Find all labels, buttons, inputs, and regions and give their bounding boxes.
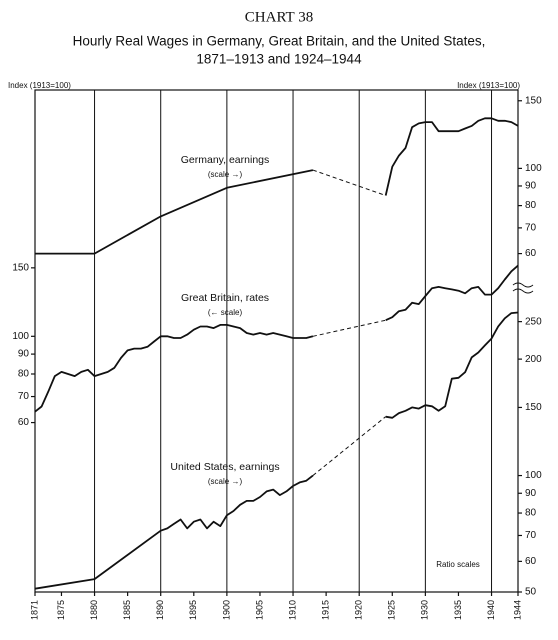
y-tick-label: 70 [18,391,30,402]
x-tick-label: 1944 [512,600,522,620]
y-tick-label: 50 [525,587,537,598]
series-line [385,264,519,322]
y-axis-label: Index (1913=100) [8,81,71,90]
series-scale-note: (scale →) [208,477,243,486]
y-axis-label: Index (1913=100) [457,81,520,90]
series-label: Great Britain, rates [181,292,269,304]
x-tick-label: 1920 [354,600,364,620]
y-tick-label: 150 [525,402,542,413]
y-tick-label: 60 [525,248,537,259]
x-tick-label: 1910 [287,600,297,620]
y-tick-label: 70 [525,223,537,234]
x-tick-label: 1895 [188,600,198,620]
x-tick-label: 1905 [254,600,264,620]
y-tick-label: 100 [525,470,542,481]
y-tick-label: 90 [525,488,537,499]
y-tick-label: 60 [525,556,537,567]
series-line [34,324,314,413]
x-tick-label: 1875 [56,600,66,620]
gap-connector [312,416,386,476]
y-tick-label: 80 [525,508,537,519]
y-tick-label: 250 [525,316,542,327]
y-tick-label: 150 [12,262,29,273]
y-tick-label: 80 [18,369,30,380]
gap-connector [312,169,386,196]
y-tick-label: 90 [18,349,30,360]
x-tick-label: 1940 [486,600,496,620]
axis-break [512,282,534,294]
series-scale-note: (← scale) [208,308,243,317]
series-scale-note: (scale →) [208,170,243,179]
y-tick-label: 100 [12,331,29,342]
x-tick-label: 1871 [29,600,39,620]
y-tick-label: 60 [18,417,30,428]
x-tick-label: 1935 [453,600,463,620]
x-tick-label: 1880 [89,600,99,620]
chart-subtitle: 1871–1913 and 1924–1944 [196,52,362,67]
series-line [35,169,314,255]
chart-subtitle: Hourly Real Wages in Germany, Great Brit… [73,34,486,49]
y-tick-label: 90 [525,181,537,192]
note: Ratio scales [436,560,480,569]
x-tick-label: 1930 [420,600,430,620]
x-tick-label: 1885 [122,600,132,620]
x-tick-label: 1890 [155,600,165,620]
chart-title: CHART 38 [245,9,313,25]
series-line [385,311,519,419]
x-tick-label: 1925 [387,600,397,620]
gap-connector [312,319,386,337]
x-tick-label: 1915 [320,600,330,620]
series-label: Germany, earnings [181,154,270,166]
series-label: United States, earnings [170,461,279,473]
y-tick-label: 100 [525,163,542,174]
plot-frame [34,89,519,593]
series-line [34,474,314,590]
y-tick-label: 150 [525,95,542,106]
y-tick-label: 80 [525,200,537,211]
y-tick-label: 70 [525,530,537,541]
series-line [384,117,519,196]
x-tick-label: 1900 [221,600,231,620]
y-tick-label: 200 [525,354,542,365]
